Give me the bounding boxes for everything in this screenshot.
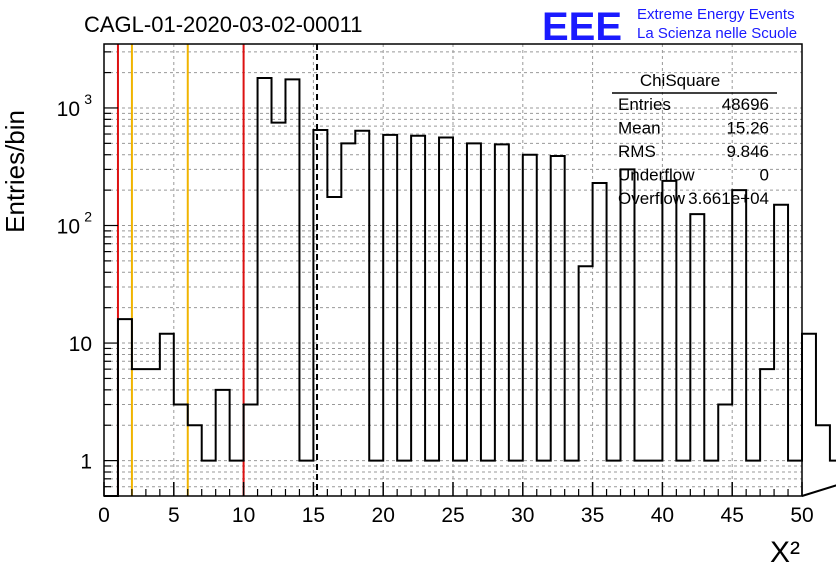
run-title: CAGL-01-2020-03-02-00011 (84, 12, 362, 37)
x-tick-label: 25 (441, 504, 464, 527)
x-tick-label: 5 (168, 504, 180, 527)
stats-row-label: RMS (618, 142, 656, 161)
x-tick-label: 40 (651, 504, 674, 527)
stats-row-label: Mean (618, 119, 661, 138)
x-tick-label: 35 (581, 504, 604, 527)
x-axis-label: X² (770, 536, 800, 569)
stats-box: ChiSquare Entries 48696 Mean 15.26 RMS 9.846 U… (612, 71, 777, 208)
x-tick-label: 50 (790, 504, 813, 527)
stats-row-value: 15.26 (726, 119, 769, 138)
stats-row-value: 48696 (722, 95, 769, 114)
x-tick-label: 15 (302, 504, 325, 527)
y-tick-label: 10 (57, 98, 80, 121)
stats-row-value: 0 (760, 166, 769, 185)
stats-title: ChiSquare (640, 71, 720, 90)
stats-row-label: Entries (618, 95, 671, 114)
x-tick-label: 0 (98, 504, 110, 527)
y-tick-exponent: 3 (84, 91, 92, 107)
y-tick-label: 10 (57, 216, 80, 239)
stats-row-value: 9.846 (726, 142, 769, 161)
stats-row-label: Underflow (618, 166, 695, 185)
y-tick-exponent: 2 (84, 209, 92, 225)
x-tick-label: 10 (232, 504, 255, 527)
x-tick-label: 45 (721, 504, 744, 527)
stats-row-value: 3.661e+04 (688, 189, 769, 208)
y-tick-label: 1 (80, 451, 92, 474)
histogram-line (104, 76, 836, 497)
eee-logo: EEE Extreme Energy Events La Scienza nel… (542, 5, 797, 49)
eee-logo-mark: EEE (542, 5, 622, 49)
logo-line-2: La Scienza nelle Scuole (637, 25, 797, 42)
x-tick-label: 20 (372, 504, 395, 527)
stats-row-label: Overflow (618, 189, 686, 208)
y-axis-label: Entries/bin (0, 110, 30, 233)
x-tick-label: 30 (511, 504, 534, 527)
reference-lines (116, 44, 319, 496)
logo-line-1: Extreme Energy Events (637, 6, 795, 23)
y-tick-label: 10 (69, 333, 92, 356)
x-axis: 0 5 10 15 20 25 30 35 40 45 50 (98, 482, 814, 527)
